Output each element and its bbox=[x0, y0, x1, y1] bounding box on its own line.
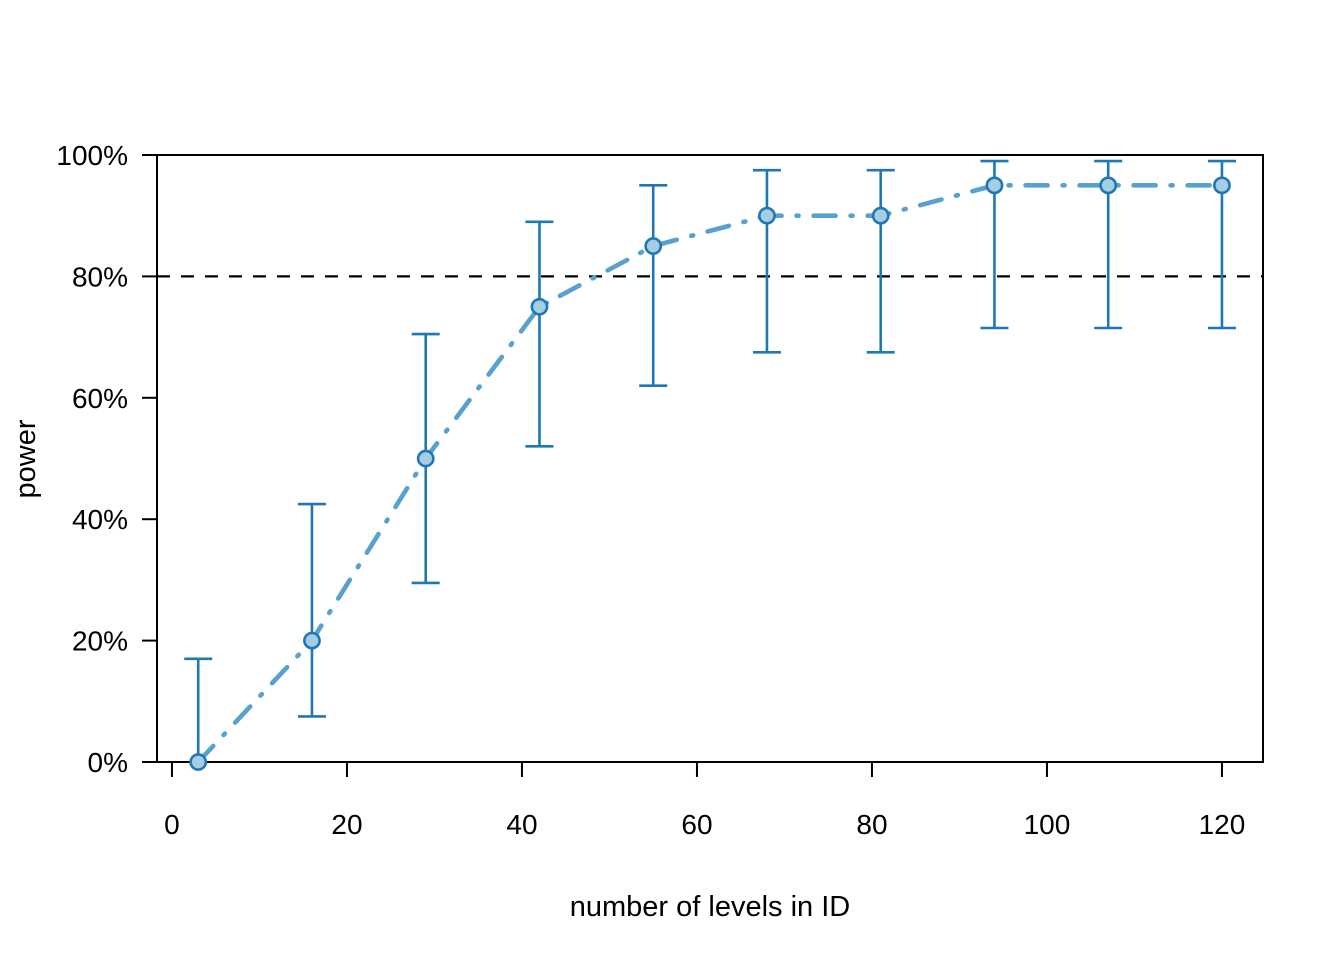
data-point-marker bbox=[1099, 176, 1118, 195]
data-point-marker bbox=[303, 631, 321, 650]
y-tick-label: 100% bbox=[56, 140, 128, 171]
data-point-marker bbox=[644, 237, 663, 255]
x-tick-label: 100 bbox=[1024, 809, 1071, 840]
x-tick-label: 20 bbox=[331, 809, 362, 840]
plot-border bbox=[156, 154, 1264, 763]
trend-line bbox=[195, 183, 1225, 765]
x-axis-label: number of levels in ID bbox=[569, 891, 851, 923]
data-point-marker bbox=[530, 297, 549, 316]
x-tick-label: 80 bbox=[856, 809, 887, 840]
y-tick-label: 20% bbox=[72, 626, 128, 657]
y-axis-label: power bbox=[10, 419, 42, 499]
x-tick-label: 0 bbox=[164, 809, 180, 840]
y-tick-label: 80% bbox=[72, 261, 128, 292]
x-tick-label: 60 bbox=[681, 809, 712, 840]
data-point-marker bbox=[416, 449, 435, 468]
x-tick-label: 40 bbox=[506, 809, 537, 840]
data-point-marker bbox=[189, 753, 208, 771]
x-tick-label: 120 bbox=[1199, 809, 1246, 840]
data-point-marker bbox=[1213, 176, 1231, 195]
data-point-marker bbox=[985, 176, 1004, 195]
y-tick-label: 40% bbox=[72, 504, 128, 535]
data-point-marker bbox=[758, 206, 776, 225]
y-tick-label: 0% bbox=[88, 747, 128, 778]
data-point-marker bbox=[871, 206, 890, 225]
y-tick-label: 60% bbox=[72, 383, 128, 414]
